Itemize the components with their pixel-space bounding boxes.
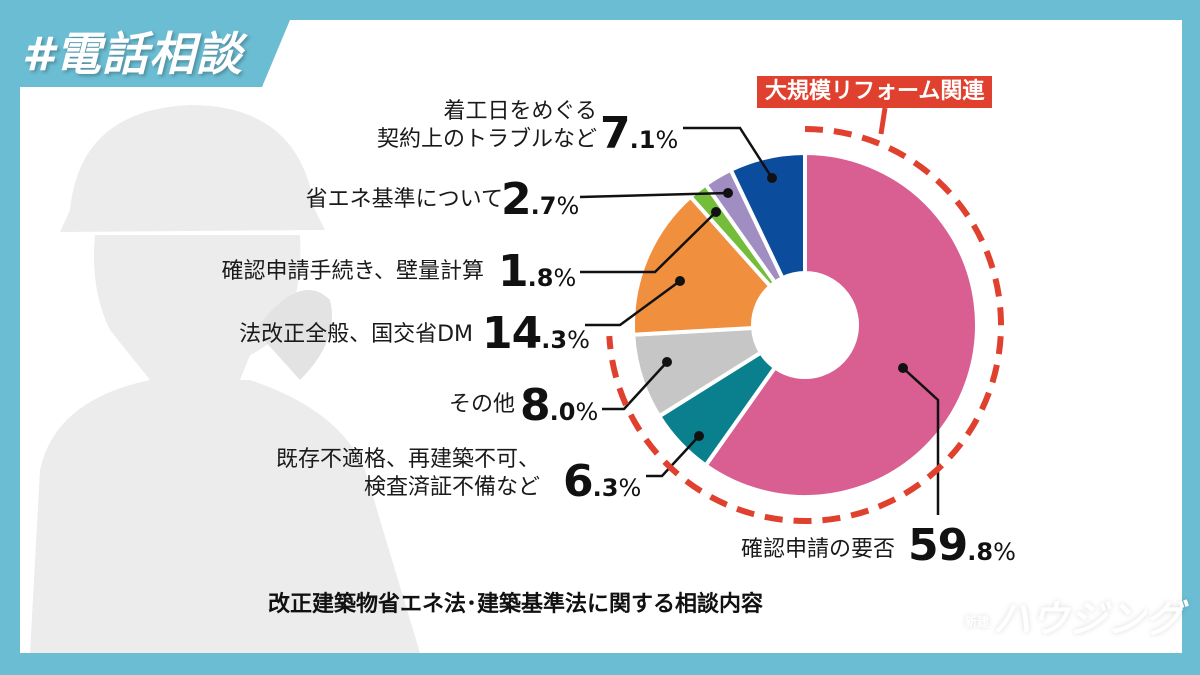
slice-label-line: 省エネ基準について <box>305 187 503 212</box>
value-dec: .8 <box>967 538 994 566</box>
slice-label: 確認申請手続き、壁量計算 <box>222 258 484 286</box>
donut-slice-0 <box>702 150 979 499</box>
slice-label-line: 確認申請手続き、壁量計算 <box>221 259 484 284</box>
value-unit: % <box>567 326 590 354</box>
leader-line <box>585 279 681 327</box>
leader-dot <box>662 357 672 367</box>
slice-value-label: 8.0% <box>520 380 598 431</box>
header-tag: #電話相談 <box>22 27 244 81</box>
slice-label: 法改正全般、国交省DM <box>239 321 473 349</box>
slice-label-line: 着工日をめぐる <box>443 99 597 124</box>
value-int: 59 <box>908 520 968 571</box>
value-int: 14 <box>482 308 542 359</box>
value-unit: % <box>993 538 1016 566</box>
leader-lines <box>579 126 940 515</box>
slice-label-line: 契約上のトラブルなど <box>376 127 597 152</box>
value-unit: % <box>556 192 580 220</box>
slice-label-line: 既存不適格、再建築不可、 <box>275 447 540 472</box>
value-int: 6 <box>563 456 594 507</box>
donut-chart <box>631 150 979 499</box>
value-int: 8 <box>520 380 551 431</box>
chart-title: 改正建築物省エネ法･建築基準法に関する相談内容 <box>268 592 764 617</box>
value-unit: % <box>655 126 679 154</box>
leader-line <box>580 211 717 274</box>
value-unit: % <box>618 474 642 502</box>
leader-dot <box>723 188 733 198</box>
donut-slice-6 <box>728 150 807 281</box>
value-int: 7 <box>600 108 631 159</box>
value-unit: % <box>575 398 599 426</box>
value-dec: .3 <box>541 326 568 354</box>
leader-line <box>902 367 940 515</box>
value-int: 1 <box>498 246 529 297</box>
leader-dot <box>767 173 777 183</box>
leader-line <box>602 361 668 411</box>
slice-value-label: 1.8% <box>498 246 576 297</box>
leader-dot <box>898 363 908 373</box>
slice-label-line: 法改正全般、国交省DM <box>239 322 473 347</box>
leader-line <box>683 126 774 179</box>
leader-dot <box>694 431 704 441</box>
slice-value-label: 14.3% <box>482 308 590 359</box>
slice-value-label: 2.7% <box>501 174 579 225</box>
reform-group-dashed-arc <box>606 126 1004 524</box>
value-unit: % <box>553 264 577 292</box>
donut-slice-3 <box>631 193 774 337</box>
value-dec: .8 <box>527 264 554 292</box>
brand-logo: 新建 ハウジング <box>965 597 1184 641</box>
slice-label: 省エネ基準について <box>306 186 503 214</box>
value-dec: .7 <box>530 192 557 220</box>
value-dec: .1 <box>629 126 656 154</box>
leader-dot <box>675 276 685 286</box>
value-dec: .3 <box>592 474 619 502</box>
leader-line <box>579 191 729 199</box>
slice-label: 既存不適格、再建築不可、検査済証不備など <box>276 446 540 502</box>
reform-label-connector <box>878 107 888 135</box>
slice-label: その他 <box>449 391 515 419</box>
slice-value-label: 59.8% <box>908 520 1016 571</box>
slice-label-line: 確認申請の要否 <box>740 537 895 562</box>
value-dec: .0 <box>549 398 576 426</box>
leader-line <box>646 435 700 478</box>
slice-value-label: 6.3% <box>563 456 641 507</box>
slice-value-label: 7.1% <box>600 108 678 159</box>
slice-label-line: その他 <box>448 392 515 417</box>
slice-label: 確認申請の要否 <box>741 536 895 564</box>
slice-label: 着工日をめぐる契約上のトラブルなど <box>377 98 597 154</box>
leader-dot <box>711 207 721 217</box>
value-int: 2 <box>501 174 532 225</box>
slice-label-line: 検査済証不備など <box>363 475 540 500</box>
worker-silhouette <box>30 105 420 653</box>
reform-group-label: 大規模リフォーム関連 <box>757 76 993 108</box>
